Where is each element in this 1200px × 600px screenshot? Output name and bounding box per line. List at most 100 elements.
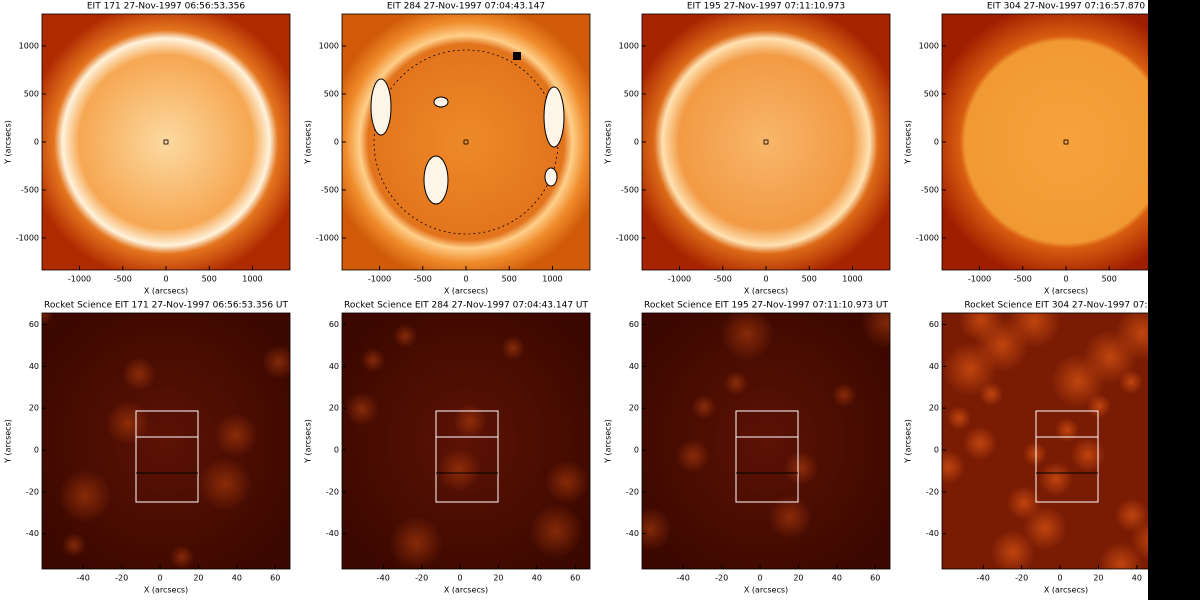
x-tick-label: 0: [1063, 275, 1068, 284]
frame: [341, 312, 591, 570]
y-tick-label: 0: [934, 138, 939, 147]
x-tick-label: -500: [714, 275, 732, 284]
y-tick-label: -500: [21, 186, 39, 195]
blob: [963, 426, 997, 460]
x-axis-label: X (arcsecs): [144, 586, 188, 595]
x-tick-label: -1000: [68, 275, 91, 284]
x-tick-label: 500: [802, 275, 817, 284]
blob: [122, 357, 156, 391]
x-tick-label: 20: [493, 574, 503, 583]
x-axis-label: X (arcsecs): [1044, 586, 1088, 595]
y-tick-label: 0: [934, 445, 939, 454]
panel: EIT 171 27-Nov-1997 06:56:53.356 -1000 -50…: [4, 2, 291, 296]
blob: [170, 545, 194, 569]
y-axis-label: Y (arcsecs): [304, 120, 313, 165]
blob: [545, 460, 589, 504]
image: [642, 313, 890, 569]
panel: Rocket Science EIT 284 27-Nov-1997 07:04…: [304, 301, 591, 595]
blob: [58, 469, 112, 523]
center-marker: [163, 139, 169, 145]
marker: [513, 52, 521, 60]
blob: [389, 516, 443, 569]
x-tick-label: -500: [1014, 275, 1032, 284]
panel: Rocket Science EIT 195 27-Nov-1997 07:11…: [604, 301, 891, 595]
panel: EIT 195 27-Nov-1997 07:11:10.973 -1000 -50…: [604, 2, 891, 296]
x-tick-label: 0: [758, 574, 763, 583]
y-tick-label: -20: [926, 487, 939, 496]
blob: [979, 382, 1003, 406]
x-tick-label: 0: [458, 574, 463, 583]
bright-region: [423, 155, 449, 205]
panel-title: Rocket Science EIT 171 27-Nov-1997 06:56…: [44, 301, 289, 311]
blob: [42, 313, 54, 325]
blob: [832, 383, 856, 407]
y-tick-label: 40: [929, 362, 939, 371]
blob: [860, 313, 890, 349]
y-tick-label: -500: [921, 186, 939, 195]
blob: [720, 313, 774, 361]
blob: [106, 401, 150, 445]
blob: [361, 348, 385, 372]
x-tick-label: 40: [532, 574, 542, 583]
image-fill: [42, 14, 290, 270]
bright-region: [370, 78, 392, 136]
x-tick-label: 40: [232, 574, 242, 583]
y-tick-label: 40: [629, 362, 639, 371]
box: [735, 410, 799, 503]
x-tick-label: -500: [114, 275, 132, 284]
y-tick-label: 40: [29, 362, 39, 371]
x-tick-label: -1000: [368, 275, 391, 284]
blob: [1119, 370, 1143, 394]
x-tick-label: 500: [1102, 275, 1117, 284]
y-tick-label: -1000: [616, 234, 639, 243]
y-axis-label: Y (arcsecs): [604, 419, 613, 464]
y-tick-label: 500: [624, 89, 639, 98]
bright-region: [543, 86, 565, 148]
y-tick-label: -20: [26, 487, 39, 496]
panel-title: Rocket Science EIT 195 27-Nov-1997 07:11…: [644, 301, 889, 311]
x-tick-label: 0: [463, 275, 468, 284]
blob: [724, 371, 748, 395]
x-tick-label: 0: [1058, 574, 1063, 583]
panel-title: Rocket Science EIT 304 27-Nov-1997 07:16…: [964, 301, 1167, 311]
image-bg: [642, 313, 890, 569]
y-axis-label: Y (arcsecs): [904, 120, 913, 165]
x-tick-label: 0: [158, 574, 163, 583]
panel-title: Rocket Science EIT 284 27-Nov-1997 07:04…: [344, 301, 589, 311]
x-tick-label: 60: [570, 574, 580, 583]
x-tick-label: -20: [415, 574, 428, 583]
blob: [676, 439, 710, 473]
x-axis-label: X (arcsecs): [744, 287, 788, 296]
y-tick-label: -1000: [316, 234, 339, 243]
x-tick-label: 20: [193, 574, 203, 583]
box: [1035, 410, 1099, 503]
x-tick-label: -20: [715, 574, 728, 583]
x-tick-label: -40: [377, 574, 390, 583]
y-tick-label: -500: [321, 186, 339, 195]
y-tick-label: -40: [926, 529, 939, 538]
y-axis-label: Y (arcsecs): [904, 419, 913, 464]
blob: [1071, 438, 1105, 472]
blob: [1087, 394, 1111, 418]
x-tick-label: 40: [1132, 574, 1142, 583]
y-tick-label: -500: [621, 186, 639, 195]
y-tick-label: -1000: [16, 234, 39, 243]
panel: Rocket Science EIT 171 27-Nov-1997 06:56…: [4, 301, 291, 595]
x-tick-label: -20: [1015, 574, 1028, 583]
frame: [641, 312, 891, 570]
blob: [1007, 313, 1061, 348]
y-tick-label: 1000: [319, 41, 339, 50]
image-fill: [642, 14, 890, 270]
image-fill: [342, 14, 590, 270]
y-tick-label: -20: [326, 487, 339, 496]
panel-title: EIT 284 27-Nov-1997 07:04:43.147: [387, 2, 545, 12]
box: [135, 410, 199, 503]
image: [642, 14, 890, 270]
y-axis-label: Y (arcsecs): [604, 120, 613, 165]
blob: [642, 507, 672, 551]
blob: [784, 451, 818, 485]
x-tick-label: 1000: [242, 275, 262, 284]
center-marker: [1063, 139, 1069, 145]
x-tick-label: 500: [202, 275, 217, 284]
y-axis-label: Y (arcsecs): [4, 419, 13, 464]
